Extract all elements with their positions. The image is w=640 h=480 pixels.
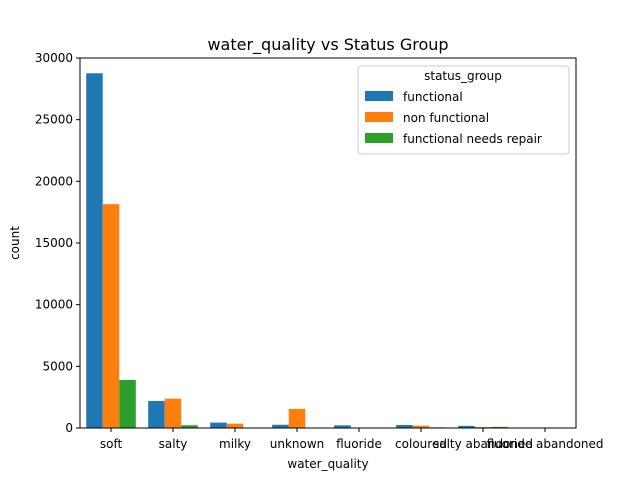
x-tick-label-salty-abandoned: salty abandoned — [433, 437, 533, 451]
bar-coloured-non-functional — [412, 425, 430, 428]
y-tick-label: 30000 — [35, 51, 73, 65]
x-tick-label-unknown: unknown — [270, 437, 325, 451]
x-tick-label-soft: soft — [100, 437, 123, 451]
y-axis-label: count — [8, 226, 22, 260]
legend-frame — [357, 65, 570, 155]
bar-soft-functional-needs-repair — [119, 379, 136, 428]
bar-milky-non-functional — [226, 423, 244, 428]
bar-unknown-non-functional — [288, 408, 306, 428]
legend-swatch-functional — [365, 91, 393, 101]
legend-label-functional-needs-repair: functional needs repair — [403, 132, 542, 146]
y-tick-label: 15000 — [35, 236, 73, 250]
bar-milky-functional — [210, 422, 227, 428]
x-tick-label-fluoride-abandoned: fluoride abandoned — [486, 437, 603, 451]
x-tick-label-coloured: coloured — [395, 437, 447, 451]
legend-swatch-non-functional — [365, 112, 393, 122]
bar-soft-non-functional — [102, 204, 120, 428]
legend-label-non-functional: non functional — [403, 111, 489, 125]
legend-swatch-functional-needs-repair — [365, 133, 393, 143]
y-tick-label: 25000 — [35, 113, 73, 127]
legend-label-functional: functional — [403, 90, 463, 104]
bar-coloured-functional — [396, 424, 413, 428]
legend-items: functional non functional functional needs… — [365, 90, 542, 146]
bar-salty-functional-needs-repair — [181, 425, 198, 428]
chart-title: water_quality vs Status Group — [207, 35, 448, 55]
y-tick-label: 0 — [65, 421, 73, 435]
bar-salty-abandoned-functional-needs-repair — [491, 426, 508, 428]
y-axis: 0 5000 10000 15000 20000 25000 30000 — [35, 51, 80, 435]
legend-title: status_group — [424, 69, 502, 83]
bar-fluoride-functional — [334, 425, 351, 428]
y-tick-label: 5000 — [42, 359, 73, 373]
x-tick-label-salty: salty — [159, 437, 188, 451]
y-tick-label: 10000 — [35, 298, 73, 312]
plot-area — [79, 57, 577, 429]
bar-soft-functional — [86, 73, 103, 428]
x-axis: soft salty milky unknown fluoride colouredsal… — [100, 428, 604, 451]
y-tick-label: 20000 — [35, 174, 73, 188]
bar-unknown-functional — [272, 424, 289, 428]
bar-salty-non-functional — [164, 398, 182, 428]
x-tick-label-fluoride: fluoride — [336, 437, 382, 451]
bar-salty-abandoned-functional — [458, 425, 475, 428]
bar-salty-functional — [148, 400, 165, 428]
x-axis-label: water_quality — [287, 457, 368, 471]
x-tick-label-milky: milky — [219, 437, 251, 451]
